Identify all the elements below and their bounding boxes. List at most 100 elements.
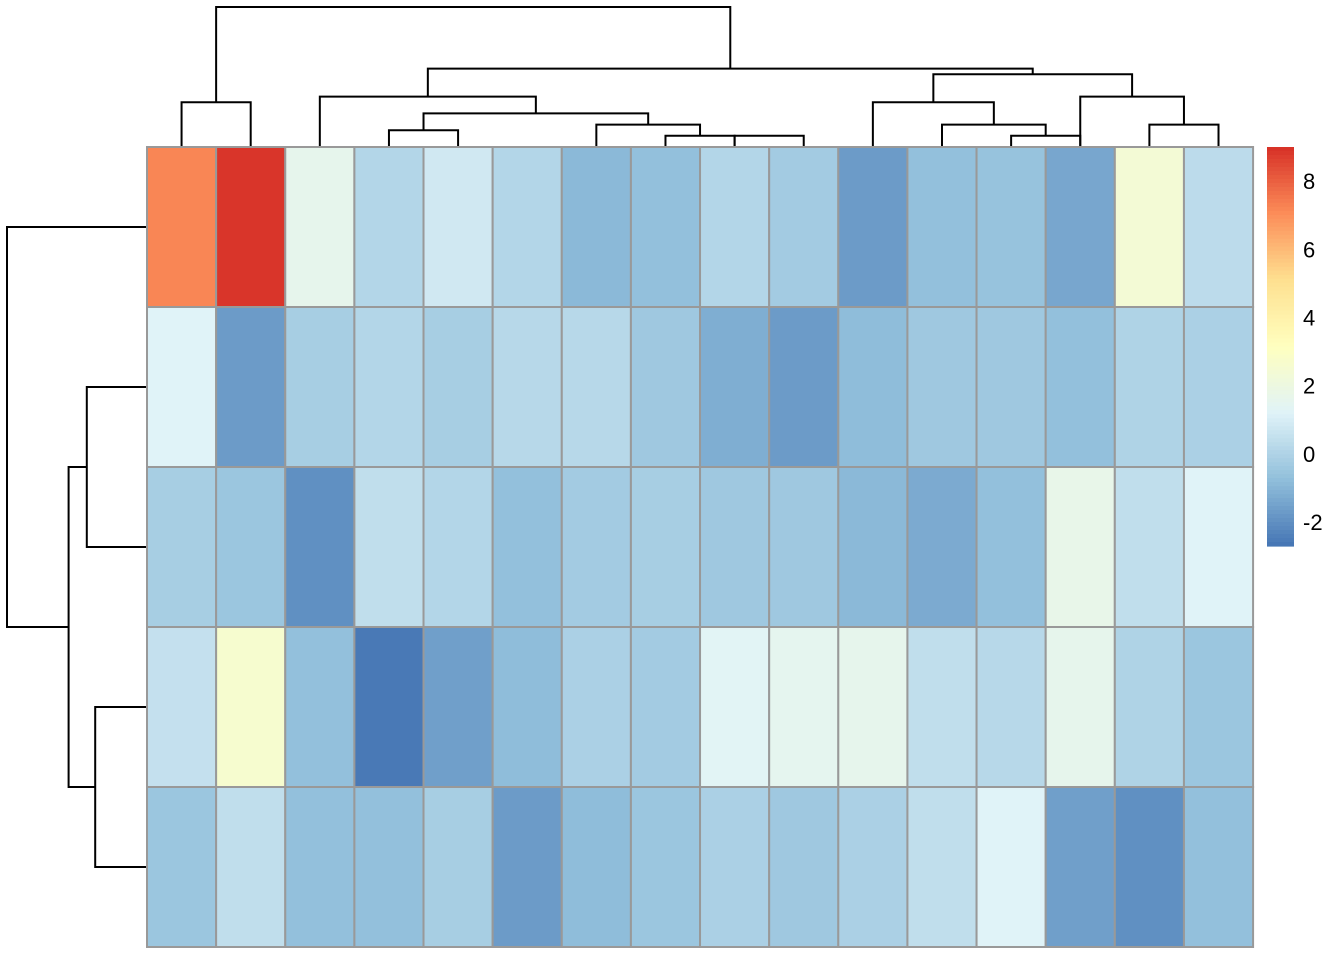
legend-tick-label: 4 [1303,306,1315,331]
column-dendrogram-branch [1148,123,1220,147]
column-dendrogram-branch [422,112,650,131]
heatmap-cell-r1-c11 [837,146,909,308]
legend-color-step [1267,262,1294,268]
heatmap-cell-r4-c13 [975,626,1047,788]
legend-color-step [1267,194,1294,200]
legend-color-step [1267,274,1294,280]
heatmap-cell-r2-c5 [422,306,494,468]
heatmap-cell-r3-c8 [629,466,702,628]
legend-color-step [1267,418,1294,423]
heatmap-cell-r5-c1 [146,786,218,948]
heatmap-cell-r3-c14 [1044,466,1116,628]
heatmap-cell-r5-c2 [215,786,287,948]
heatmap-cell-r5-c13 [975,786,1047,948]
heatmap-cell-r3-c1 [146,466,218,628]
legend-color-step [1267,326,1294,332]
heatmap-cell-r2-c6 [491,306,563,468]
legend-tick-label: 6 [1303,237,1315,262]
legend-color-step [1267,222,1294,228]
legend-color-step [1267,426,1294,431]
column-dendrogram-branch [426,67,1034,97]
legend-color-step [1267,410,1294,415]
legend-color-step [1267,238,1294,244]
legend-color-step [1267,342,1294,348]
heatmap-cell-r4-c16 [1182,626,1255,788]
legend-color-step [1267,150,1294,156]
legend-color-step [1267,218,1294,224]
legend-color-step [1267,154,1294,160]
heatmap-cell-r4-c10 [768,626,840,788]
column-dendrogram-branch [387,129,460,147]
heatmap-cell-r2-c14 [1044,306,1116,468]
legend-color-step [1267,322,1294,328]
heatmap-cell-r5-c7 [560,786,632,948]
heatmap-cell-r4-c6 [491,626,563,788]
legend-color-step [1267,518,1294,523]
color-legend: 8 6 4 2 0 -2 [1267,147,1323,547]
legend-color-step [1267,526,1294,531]
legend-color-step [1267,147,1294,152]
heatmap-cell-r1-c9 [699,146,771,308]
heatmap-cell-r3-c13 [975,466,1047,628]
legend-color-step [1267,286,1294,292]
heatmap-cell-r2-c3 [284,306,356,468]
heatmap-cell-r1-c3 [284,146,356,308]
legend-color-step [1267,302,1294,308]
heatmap-cell-r4-c3 [284,626,356,788]
legend-color-step [1267,318,1294,324]
legend-color-step [1267,298,1294,304]
legend-color-step [1267,362,1294,368]
legend-color-step [1267,390,1294,395]
legend-color-step [1267,534,1294,539]
heatmap-cell-r3-c15 [1113,466,1185,628]
legend-color-step [1267,250,1294,256]
legend-color-step [1267,214,1294,220]
legend-tick-label: 0 [1303,442,1315,467]
heatmap-cell-r1-c1 [146,146,218,308]
legend-color-step [1267,186,1294,192]
legend-color-step [1267,398,1294,403]
legend-color-step [1267,378,1294,384]
legend-color-step [1267,406,1294,411]
heatmap-cell-r2-c4 [353,306,425,468]
heatmap-cell-r4-c2 [215,626,287,788]
legend-color-step [1267,494,1294,499]
legend-color-step [1267,210,1294,216]
legend-color-step [1267,502,1294,507]
legend-color-step [1267,202,1294,208]
heatmap-cell-r3-c4 [353,466,425,628]
legend-color-step [1267,354,1294,360]
legend-color-step [1267,370,1294,376]
legend-color-step [1267,170,1294,176]
legend-color-step [1267,474,1294,479]
column-dendrogram-branch [932,73,1134,103]
heatmap-cell-r2-c13 [975,306,1047,468]
column-dendrogram-branch [733,134,805,147]
legend-color-step [1267,454,1294,459]
legend-color-step [1267,414,1294,419]
legend-color-step [1267,258,1294,264]
legend-color-step [1267,358,1294,364]
legend-color-step [1267,350,1294,356]
heatmap-cells [146,146,1255,948]
legend-color-step [1267,314,1294,320]
heatmap-cell-r2-c1 [146,306,218,468]
row-dendrogram-branch [85,386,147,548]
heatmap-cell-r3-c10 [768,466,840,628]
heatmap-cell-r5-c12 [906,786,978,948]
heatmap-cell-r5-c6 [491,786,563,948]
heatmap-cell-r4-c15 [1113,626,1185,788]
legend-color-step [1267,486,1294,491]
legend-color-step [1267,430,1294,435]
heatmap-cell-r3-c6 [491,466,563,628]
legend-color-step [1267,402,1294,407]
heatmap-cell-r3-c3 [284,466,356,628]
column-dendrogram-branch [215,6,732,103]
legend-color-step [1267,382,1294,387]
legend-color-step [1267,310,1294,316]
legend-color-step [1267,230,1294,236]
heatmap-cell-r2-c2 [215,306,287,468]
heatmap-cell-r3-c11 [837,466,909,628]
row-dendrogram-branch [6,226,147,628]
